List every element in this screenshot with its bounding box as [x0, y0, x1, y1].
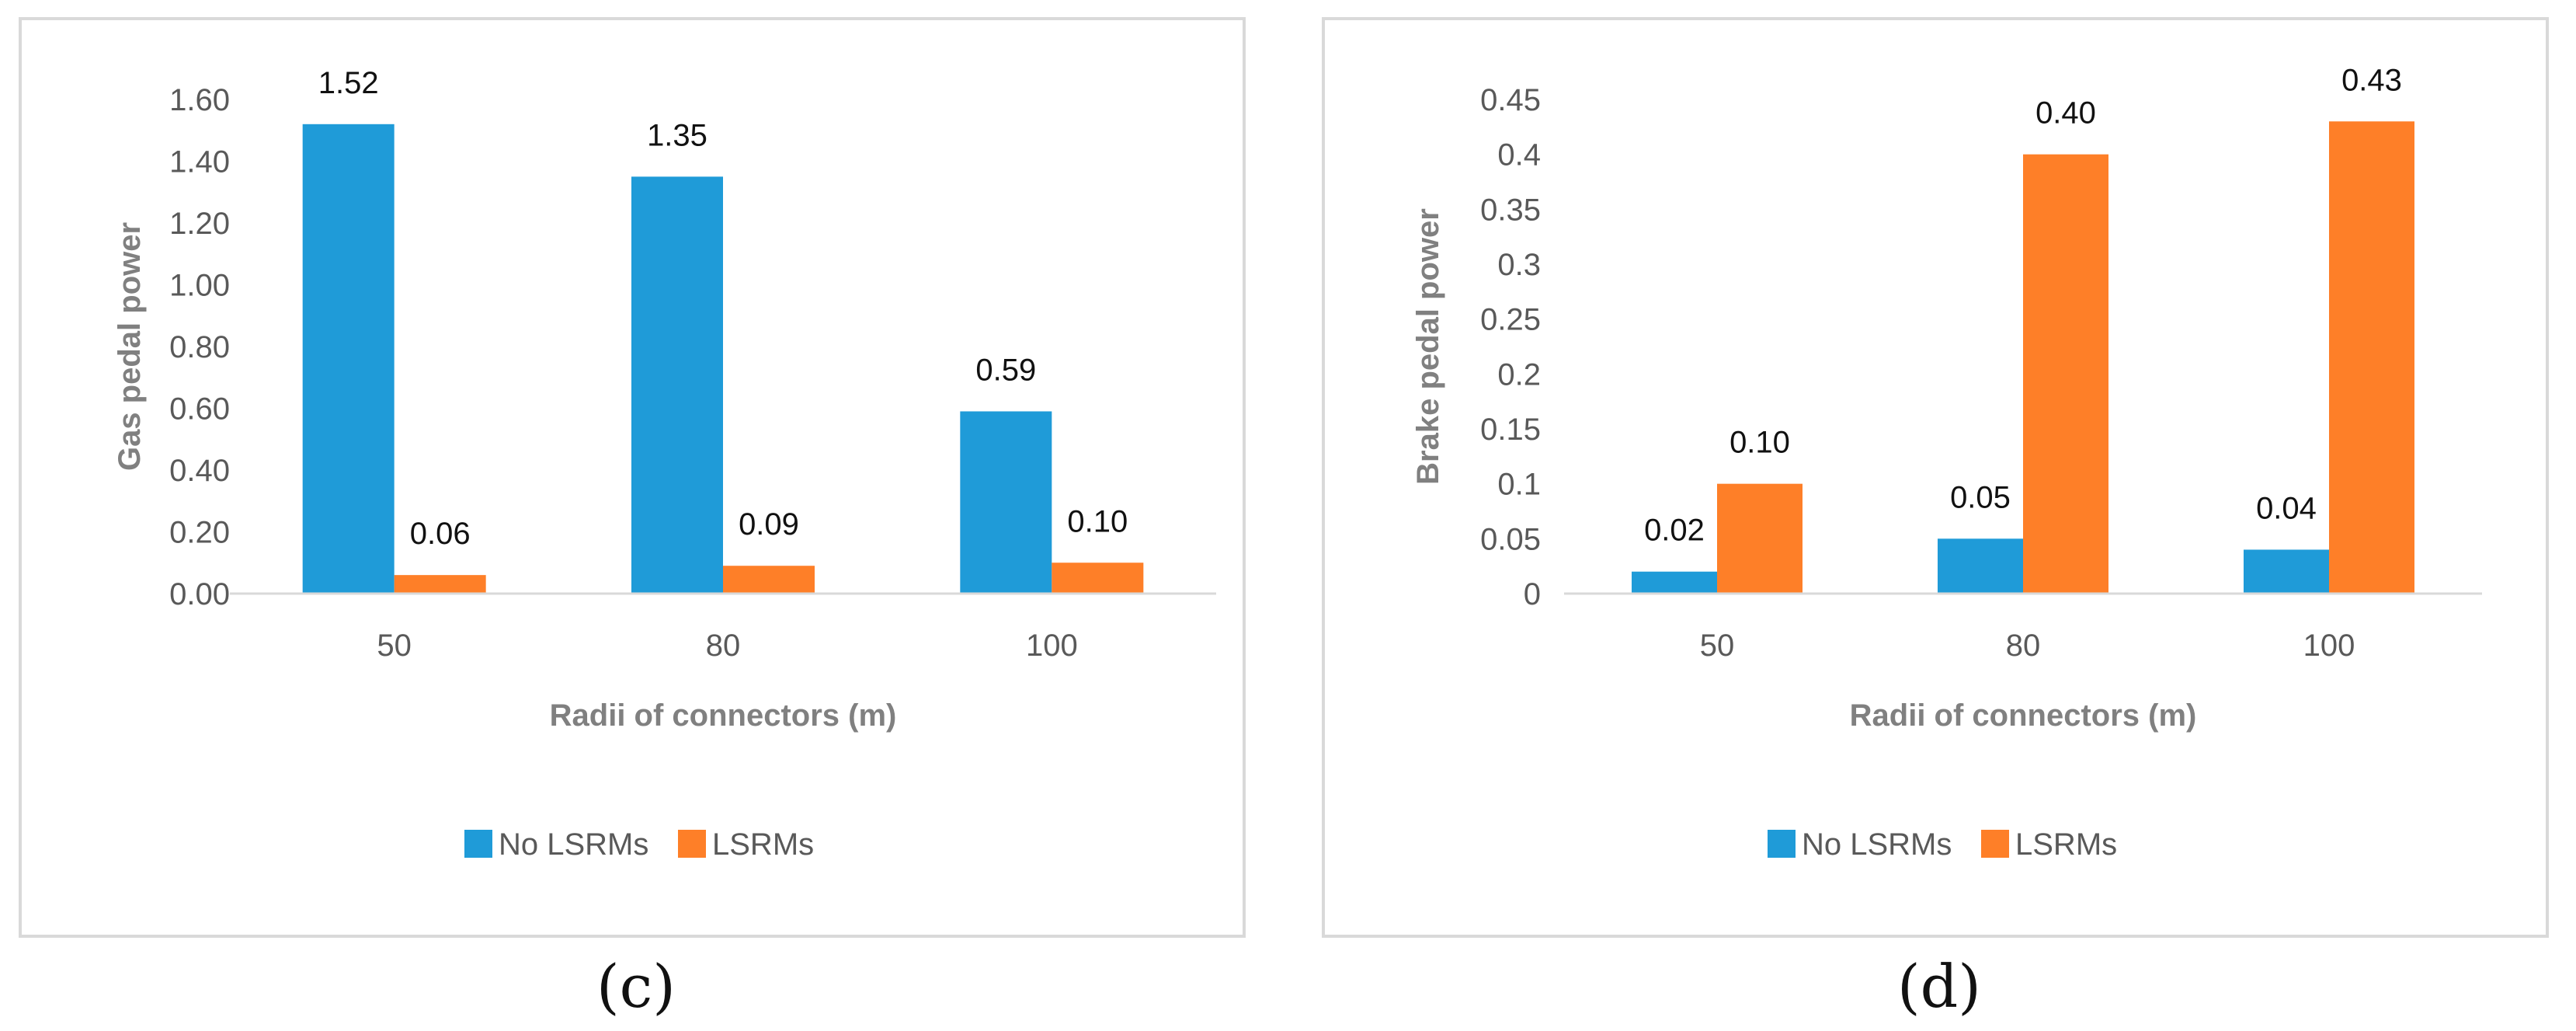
data-label: 0.06: [410, 517, 471, 551]
legend-swatch-no-lsrms: [464, 830, 492, 858]
y-tick-label: 0.4: [1497, 138, 1541, 172]
y-tick-label: 0.3: [1497, 248, 1541, 282]
y-tick-label: 0.25: [1480, 303, 1541, 337]
y-tick-label: 1.40: [169, 145, 230, 179]
y-axis-title: Brake pedal power: [1411, 208, 1445, 485]
data-label: 0.04: [2256, 491, 2317, 525]
bar-no-lsrms: [960, 411, 1052, 594]
x-axis-title: Radii of connectors (m): [1850, 698, 2197, 733]
y-tick-label: 0.35: [1480, 193, 1541, 227]
bar-lsrms: [1717, 483, 1803, 594]
legend-label: No LSRMs: [1802, 827, 1952, 862]
legend-swatch-lsrms: [678, 830, 706, 858]
legend-label: LSRMs: [2015, 827, 2117, 862]
data-label: 0.43: [2341, 63, 2402, 97]
y-tick-label: 0: [1524, 577, 1541, 611]
bar-no-lsrms: [631, 176, 723, 594]
x-tick-label: 80: [2006, 629, 2041, 663]
legend-label: No LSRMs: [499, 827, 648, 862]
y-tick-label: 0.05: [1480, 522, 1541, 556]
data-label: 0.10: [1730, 426, 1790, 460]
data-label: 0.40: [2035, 96, 2096, 131]
legend-label: LSRMs: [712, 827, 814, 862]
bar-no-lsrms: [302, 124, 395, 594]
y-tick-label: 1.60: [169, 83, 230, 117]
bar-no-lsrms: [2244, 549, 2329, 594]
x-axis-title: Radii of connectors (m): [550, 698, 897, 733]
data-label: 0.59: [975, 353, 1036, 387]
legend-swatch-lsrms: [1981, 830, 2009, 858]
y-tick-label: 1.00: [169, 269, 230, 303]
data-label: 1.35: [647, 118, 707, 152]
y-tick-label: 0.2: [1497, 357, 1541, 392]
caption-d: (d): [1897, 952, 1981, 1021]
y-tick-label: 1.20: [169, 207, 230, 241]
data-label: 1.52: [318, 66, 379, 100]
y-tick-label: 0.45: [1480, 83, 1541, 117]
y-tick-label: 0.00: [169, 577, 230, 611]
bar-lsrms: [2023, 154, 2108, 594]
chart-panel-d: 0 0.05 0.1 0.15 0.2 0.25 0.3 0.35 0.4 0.45 0.02 0.1…: [1322, 17, 2549, 938]
chart-c: 0.00 0.20 0.40 0.60 0.80 1.00 1.20 1.40 1.60 1.52…: [113, 66, 1216, 862]
bar-lsrms: [2329, 121, 2414, 594]
bar-lsrms: [723, 566, 815, 594]
data-label: 0.09: [739, 507, 799, 542]
chart-d: 0 0.05 0.1 0.15 0.2 0.25 0.3 0.35 0.4 0.45 0.02 0.1…: [1411, 63, 2482, 862]
x-tick-label: 100: [2303, 629, 2355, 663]
data-label: 0.05: [1950, 480, 2011, 514]
y-tick-label: 0.80: [169, 330, 230, 364]
caption-c: (c): [596, 952, 676, 1021]
bar-no-lsrms: [1938, 538, 2023, 594]
bar-no-lsrms: [1632, 571, 1717, 594]
chart-panel-c: 0.00 0.20 0.40 0.60 0.80 1.00 1.20 1.40 1.60 1.52…: [19, 17, 1246, 938]
bar-lsrms: [1052, 563, 1144, 594]
y-tick-label: 0.60: [169, 392, 230, 427]
legend-swatch-no-lsrms: [1768, 830, 1796, 858]
x-tick-label: 80: [706, 629, 741, 663]
bar-lsrms: [394, 575, 486, 594]
y-axis-title: Gas pedal power: [113, 222, 147, 471]
y-tick-label: 0.15: [1480, 413, 1541, 447]
data-label: 0.02: [1644, 514, 1705, 548]
y-tick-label: 0.1: [1497, 468, 1541, 502]
x-tick-label: 50: [377, 629, 412, 663]
data-label: 0.10: [1067, 504, 1128, 538]
y-tick-label: 0.20: [169, 516, 230, 550]
y-tick-label: 0.40: [169, 454, 230, 488]
x-tick-label: 100: [1026, 629, 1078, 663]
x-tick-label: 50: [1700, 629, 1735, 663]
